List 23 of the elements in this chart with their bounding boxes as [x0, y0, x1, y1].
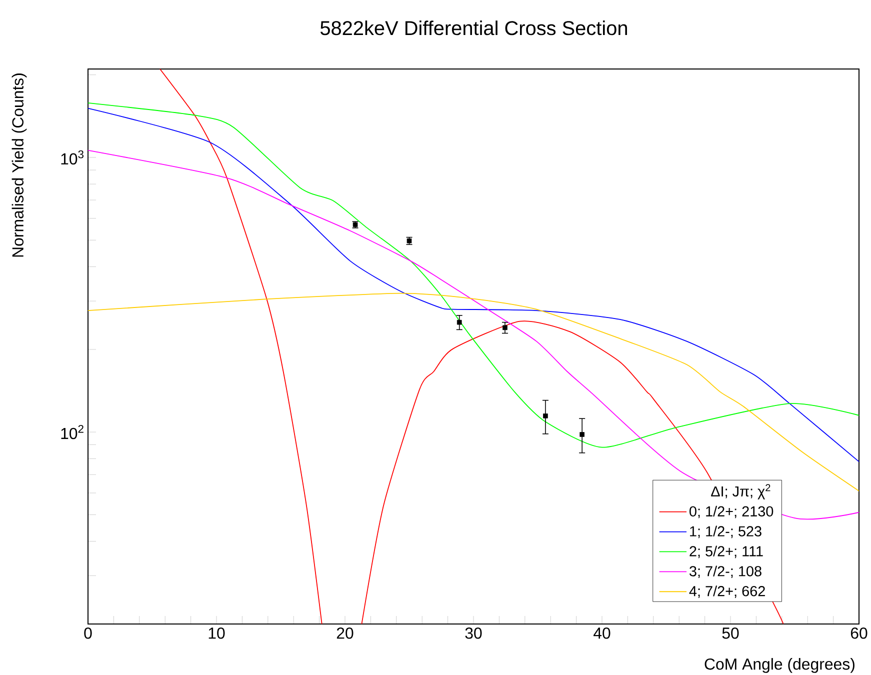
legend-label: 3; 7/2-; 108: [690, 566, 762, 578]
y-tick-label: 10$^{3}$: [61, 150, 84, 165]
x-tick-label: 0: [84, 628, 92, 639]
point: [543, 414, 548, 418]
x-tick-label: 20: [336, 628, 354, 639]
point: [580, 432, 584, 437]
legend-label: 0; 1/2+; 2130: [690, 506, 774, 518]
chart-title: 5822keV Differential Cross Section: [320, 20, 627, 36]
x-tick-label: 40: [593, 628, 610, 639]
legend-label: 1; 1/2-; 523: [690, 526, 762, 538]
x-axis-title: CoM Angle (degrees): [704, 658, 854, 673]
legend-label: 2; 5/2+; 111: [690, 546, 763, 558]
x-tick-label: 10: [208, 628, 225, 639]
point: [456, 320, 462, 325]
line-series: [88, 150, 860, 520]
x-tick-label: 30: [465, 628, 482, 639]
y-axis-title: Normalised Yield (Counts): [12, 74, 27, 257]
y-tick-label: 10$^{2}$: [61, 424, 84, 440]
legend-label: 4; 7/2+; 662: [689, 586, 765, 598]
point: [502, 325, 508, 330]
x-tick-label: 60: [850, 628, 868, 639]
legend-title: ΔI; Jπ; χ$^{2}$: [711, 484, 770, 500]
x-tick-label: 50: [722, 628, 739, 639]
